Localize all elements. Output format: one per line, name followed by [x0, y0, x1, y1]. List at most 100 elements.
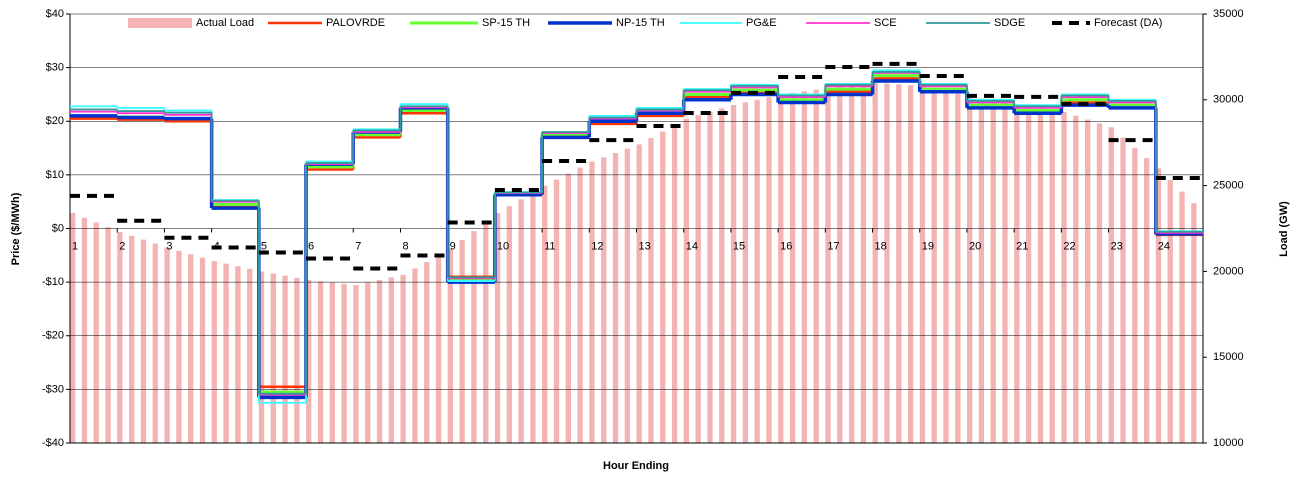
load-bar — [530, 192, 536, 443]
x-axis-title: Hour Ending — [603, 460, 669, 472]
x-tick-label: 17 — [827, 240, 839, 252]
x-tick-label: 11 — [544, 240, 555, 252]
load-bar — [81, 217, 88, 443]
load-bar — [589, 161, 595, 444]
load-bar — [164, 247, 170, 443]
load-bar — [671, 125, 678, 444]
load-bar — [742, 102, 749, 444]
load-bar — [837, 86, 843, 443]
load-bar — [707, 111, 713, 443]
load-bar — [860, 83, 867, 443]
x-tick-label: 18 — [875, 240, 887, 252]
y-tick-label: -$30 — [42, 383, 64, 395]
load-bar — [766, 97, 772, 443]
load-bar — [919, 86, 926, 444]
load-bar — [648, 137, 654, 443]
legend-label: SP-15 TH — [482, 17, 530, 29]
x-tick-label: 2 — [119, 240, 125, 252]
y-tick-label: $30 — [46, 62, 64, 74]
x-tick-label: 12 — [591, 240, 603, 252]
load-bar — [435, 255, 442, 443]
load-bar — [553, 179, 560, 443]
load-bar — [1167, 180, 1173, 443]
y-axis-title: Price ($/MWh) — [10, 192, 22, 265]
load-bar — [848, 85, 855, 444]
load-bar — [518, 199, 524, 443]
load-bar — [376, 279, 383, 443]
load-bar — [943, 91, 949, 443]
y2-tick-label: 10000 — [1213, 437, 1244, 449]
y2-tick-label: 25000 — [1213, 180, 1244, 192]
load-bar — [223, 263, 229, 443]
load-bar — [400, 274, 406, 443]
load-bar — [317, 281, 324, 443]
load-bar — [1120, 137, 1126, 443]
y-tick-label: $10 — [46, 169, 64, 181]
load-bar — [471, 231, 477, 443]
load-bar — [601, 157, 607, 443]
x-tick-label: 15 — [733, 240, 745, 252]
y-tick-label: $40 — [46, 8, 64, 20]
load-bar — [683, 118, 690, 444]
load-bar — [459, 240, 465, 443]
load-bar — [70, 213, 76, 443]
x-tick-label: 7 — [355, 240, 361, 252]
load-bar — [990, 100, 996, 444]
y2-tick-label: 20000 — [1213, 265, 1244, 277]
load-bar — [506, 206, 512, 443]
x-tick-label: 22 — [1063, 240, 1075, 252]
load-bar — [1049, 110, 1055, 443]
legend-label: SDGE — [994, 17, 1025, 29]
load-bar — [483, 222, 489, 443]
x-tick-label: 19 — [922, 240, 934, 252]
load-bar — [176, 250, 182, 443]
load-bar — [199, 257, 206, 443]
load-bar — [306, 279, 312, 443]
load-bar — [1061, 111, 1067, 443]
x-tick-label: 8 — [402, 240, 408, 252]
load-bar — [1025, 106, 1032, 443]
load-bar — [1155, 168, 1162, 443]
y-tick-label: -$20 — [42, 330, 64, 342]
x-tick-label: 23 — [1111, 240, 1123, 252]
load-bar — [247, 268, 253, 443]
load-bar — [1084, 119, 1091, 443]
x-tick-label: 3 — [166, 240, 172, 252]
load-bar — [353, 285, 359, 443]
load-bar — [140, 239, 147, 443]
load-bar — [105, 227, 111, 443]
load-bar — [211, 261, 217, 443]
load-bar — [754, 99, 760, 444]
x-tick-label: 24 — [1158, 240, 1170, 252]
load-bar — [813, 89, 819, 443]
load-bar — [1191, 203, 1197, 443]
x-tick-label: 16 — [780, 240, 792, 252]
x-tick-label: 21 — [1016, 240, 1028, 252]
load-bar — [447, 249, 453, 443]
load-bar — [1132, 147, 1138, 443]
load-bar — [388, 277, 394, 443]
load-bar — [117, 231, 123, 443]
load-bar — [152, 243, 158, 443]
load-bar — [931, 88, 937, 444]
load-bar — [365, 282, 371, 443]
load-bar — [329, 282, 335, 443]
load-bar — [341, 283, 347, 443]
load-bar — [1108, 127, 1114, 444]
load-bar — [1014, 104, 1020, 443]
y-tick-label: $20 — [46, 115, 64, 127]
y2-tick-label: 15000 — [1213, 351, 1244, 363]
legend-label: NP-15 TH — [616, 17, 665, 29]
x-tick-label: 6 — [308, 240, 314, 252]
legend-label: PALOVRDE — [326, 17, 385, 29]
load-bar — [730, 104, 737, 443]
load-bar — [1002, 102, 1008, 443]
load-bar — [872, 82, 878, 443]
load-bar — [660, 131, 666, 443]
x-tick-label: 5 — [261, 240, 267, 252]
legend-label: Actual Load — [196, 17, 254, 29]
load-bar — [282, 275, 288, 443]
x-tick-label: 10 — [497, 240, 509, 252]
load-bar — [565, 173, 571, 443]
load-bar — [695, 115, 701, 443]
